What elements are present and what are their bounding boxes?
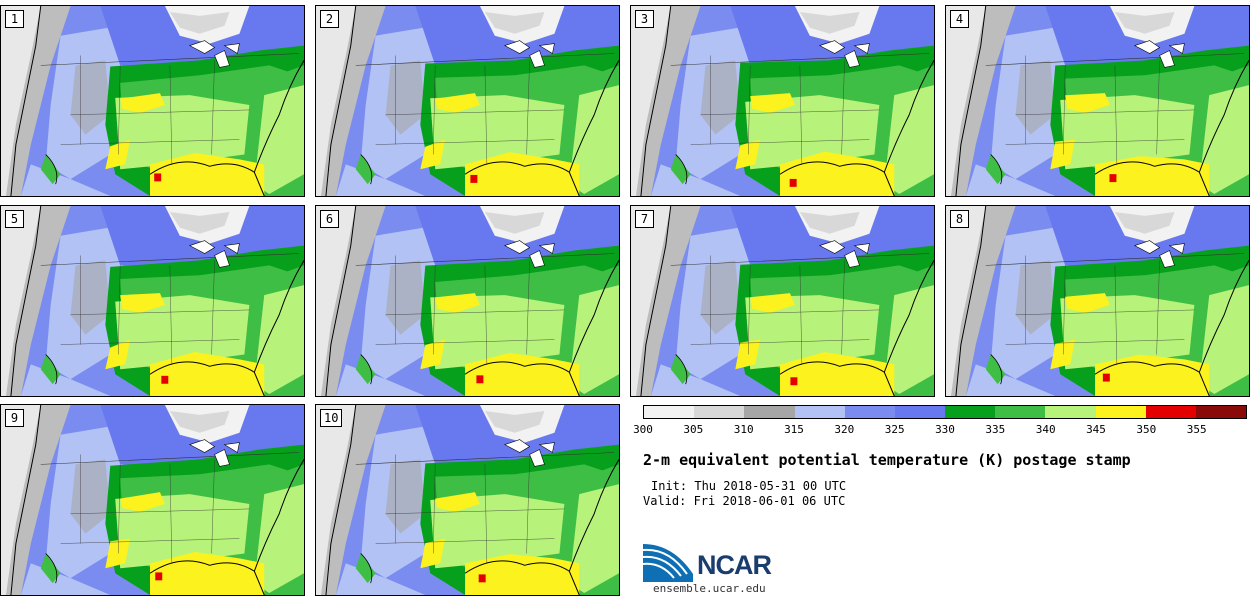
colorbar-tick: 335 xyxy=(985,423,1006,436)
colorbar-segment xyxy=(995,406,1046,418)
map-panel: 5 xyxy=(0,205,305,397)
panel-label: 10 xyxy=(320,409,343,427)
colorbar-segment xyxy=(744,406,795,418)
plot-title: 2-m equivalent potential temperature (K)… xyxy=(643,451,1131,469)
colorbar-segment xyxy=(945,406,996,418)
map-panel: 4 xyxy=(945,5,1250,197)
colorbar-segment xyxy=(894,406,946,418)
panel-label: 4 xyxy=(950,10,969,28)
colorbar-tick: 355 xyxy=(1186,423,1207,436)
map-panel: 7 xyxy=(630,205,935,397)
panel-label: 6 xyxy=(320,210,339,228)
colorbar-tick: 310 xyxy=(733,423,754,436)
colorbar-tick: 330 xyxy=(935,423,955,436)
panel-label: 1 xyxy=(5,10,24,28)
colorbar xyxy=(643,405,1247,419)
colorbar-tick: 325 xyxy=(884,423,905,436)
valid-time: Valid: Fri 2018-06-01 06 UTC xyxy=(643,494,846,508)
init-time: Init: Thu 2018-05-31 00 UTC xyxy=(651,479,847,493)
map-panel: 3 xyxy=(630,5,935,197)
map-panel: 8 xyxy=(945,205,1250,397)
colorbar-tick: 305 xyxy=(683,423,704,436)
colorbar-tick: 345 xyxy=(1086,423,1106,436)
ncar-logo-text: NCAR xyxy=(697,550,772,580)
map-panel: 9 xyxy=(0,404,305,596)
map-panel: 2 xyxy=(315,5,620,197)
colorbar-segment xyxy=(844,406,895,418)
map-panel: 1 xyxy=(0,5,305,197)
colorbar-segment xyxy=(1195,406,1247,418)
panel-label: 8 xyxy=(950,210,969,228)
colorbar-segment xyxy=(644,406,695,418)
colorbar-tick: 300 xyxy=(633,423,653,436)
colorbar-tick: 315 xyxy=(784,423,804,436)
panel-label: 3 xyxy=(635,10,654,28)
colorbar-segment xyxy=(1045,406,1096,418)
ncar-logo-icon xyxy=(643,544,693,582)
colorbar-tick: 340 xyxy=(1035,423,1056,436)
panel-label: 9 xyxy=(5,409,24,427)
panel-label: 2 xyxy=(320,10,339,28)
colorbar-tick-labels: 300 305 310 315 320 325 330 335 340 345 350 355 xyxy=(633,423,1247,439)
colorbar-tick: 320 xyxy=(834,423,855,436)
colorbar-tick: 350 xyxy=(1136,423,1157,436)
panel-label: 5 xyxy=(5,210,24,228)
colorbar-segment xyxy=(694,406,745,418)
colorbar-segment xyxy=(1145,406,1196,418)
map-panel: 10 xyxy=(315,404,620,596)
colorbar-segment xyxy=(794,406,845,418)
site-url: ensemble.ucar.edu xyxy=(653,582,766,595)
panel-label: 7 xyxy=(635,210,654,228)
map-panel: 6 xyxy=(315,205,620,397)
colorbar-segment xyxy=(1095,406,1146,418)
